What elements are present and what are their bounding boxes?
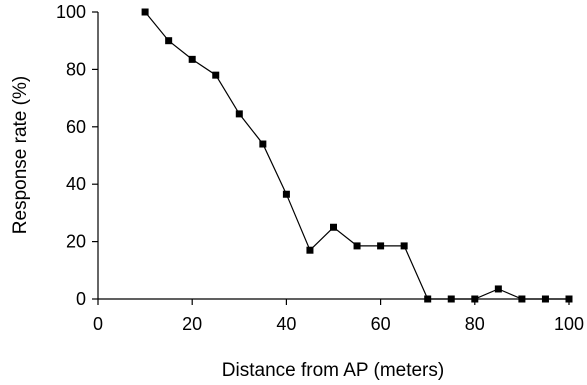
data-point-marker <box>471 295 479 303</box>
y-axis-ticks: 0 20 40 60 80 100 <box>56 2 98 309</box>
y-tick-label: 0 <box>76 289 86 309</box>
x-tick-label: 60 <box>371 314 391 334</box>
data-point-marker <box>447 295 455 303</box>
data-point-marker <box>212 71 220 79</box>
data-point-marker <box>565 295 573 303</box>
data-point-marker <box>282 190 290 198</box>
data-point-marker <box>306 246 314 254</box>
data-point-marker <box>424 295 432 303</box>
y-axis-label: Response rate (%) <box>10 76 31 234</box>
x-tick-label: 40 <box>276 314 296 334</box>
data-point-marker <box>259 140 267 148</box>
x-axis-ticks: 0 20 40 60 80 100 <box>93 299 584 334</box>
series-line <box>144 11 569 300</box>
data-point-marker <box>377 242 385 250</box>
x-tick-label: 100 <box>554 314 584 334</box>
data-point-marker <box>141 8 149 16</box>
x-axis-label: Distance from AP (meters) <box>222 360 444 381</box>
y-tick-label: 60 <box>66 117 86 137</box>
y-tick-label: 100 <box>56 2 86 22</box>
data-point-marker <box>400 242 408 250</box>
data-point-marker <box>188 55 196 63</box>
x-tick-label: 20 <box>182 314 202 334</box>
data-point-marker <box>165 37 173 45</box>
x-tick-label: 0 <box>93 314 103 334</box>
data-point-marker <box>235 110 243 118</box>
data-point-marker <box>541 295 549 303</box>
data-point-marker <box>518 295 526 303</box>
y-tick-label: 20 <box>66 232 86 252</box>
plot-area: 0 20 40 60 80 100 0 20 40 60 80 100 <box>56 2 584 334</box>
series-markers <box>141 8 573 303</box>
data-point-marker <box>353 242 361 250</box>
y-tick-label: 40 <box>66 174 86 194</box>
y-tick-label: 80 <box>66 59 86 79</box>
data-point-marker <box>494 285 502 293</box>
x-tick-label: 80 <box>465 314 485 334</box>
data-point-marker <box>330 223 337 231</box>
